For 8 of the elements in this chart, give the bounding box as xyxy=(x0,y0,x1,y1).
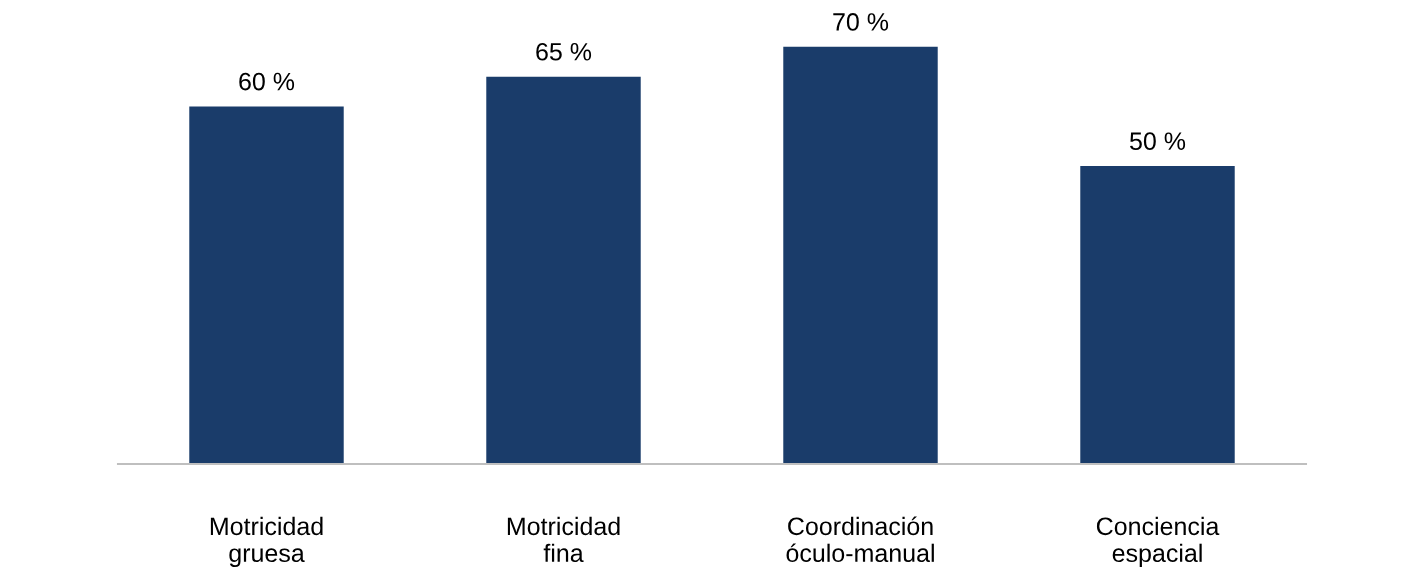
x-tick-label: Motricidad gruesa xyxy=(210,516,323,568)
data-label: 65 % xyxy=(536,42,592,61)
x-tick-label: Motricidad fina xyxy=(507,516,620,563)
data-label: 70 % xyxy=(833,13,889,31)
data-label: 60 % xyxy=(239,72,295,91)
x-tick-label: Coordinación óculo-manual xyxy=(786,516,934,563)
x-tick-label: Conciencia espacial xyxy=(1096,516,1220,568)
data-label: 50 % xyxy=(1130,132,1186,150)
